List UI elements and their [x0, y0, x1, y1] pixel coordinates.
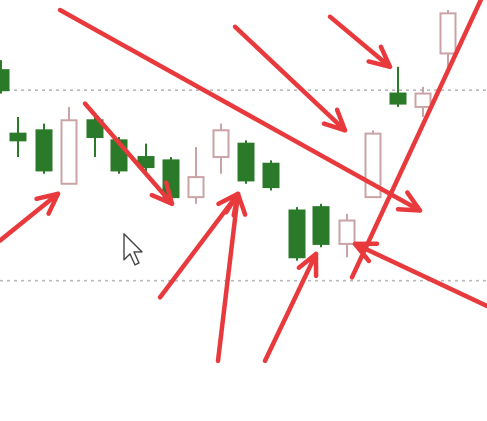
candle-body-0: [0, 69, 10, 92]
candle-1: [9, 116, 27, 158]
annotation-arrow-3: [215, 191, 248, 364]
annotation-arrow-7: [327, 14, 393, 70]
candle-9: [212, 123, 230, 174]
annotation-arrow-0: [0, 191, 61, 243]
candle-body-16: [389, 92, 407, 105]
candle-13: [312, 203, 330, 248]
candle-18: [439, 10, 457, 74]
arrow-shaft-1: [82, 101, 175, 207]
candle-body-12: [288, 209, 306, 259]
arrow-head-0: [34, 191, 61, 216]
arrow-head-4: [296, 251, 319, 279]
arrow-shaft-8: [352, 241, 487, 309]
annotation-arrow-1: [82, 101, 175, 207]
arrow-shaft-3: [215, 191, 241, 364]
candle-body-8: [187, 176, 205, 199]
arrow-shaft-5: [232, 24, 348, 133]
candle-12: [288, 207, 306, 261]
candle-body-14: [338, 219, 356, 245]
annotation-line-9: [349, 0, 484, 280]
candle-16: [389, 66, 407, 107]
candle-10: [237, 140, 255, 184]
candle-4: [86, 113, 104, 158]
candle-body-4: [86, 119, 104, 138]
candle-body-11: [262, 162, 280, 189]
candle-17: [414, 86, 432, 117]
candle-0: [0, 60, 10, 94]
candle-body-13: [312, 206, 330, 245]
candle-body-17: [414, 92, 432, 108]
arrow-shaft-7: [327, 14, 393, 70]
arrow-head-1: [149, 180, 175, 207]
annotation-arrow-4: [262, 251, 319, 364]
candle-body-3: [60, 119, 78, 185]
candle-2: [35, 123, 53, 174]
candle-3: [60, 106, 78, 185]
candle-body-1: [9, 132, 27, 142]
mouse-cursor: [123, 233, 143, 266]
candle-8: [187, 147, 205, 204]
annotation-arrow-5: [232, 24, 348, 133]
arrow-head-3: [223, 191, 248, 217]
annotation-arrow-6: [57, 7, 423, 213]
annotation-arrows: [0, 0, 487, 364]
candle-body-18: [439, 12, 457, 55]
arrow-cursor-icon: [123, 233, 143, 266]
arrow-shaft-6: [57, 7, 423, 213]
arrow-shaft-0: [0, 191, 61, 243]
arrow-shaft-4: [262, 251, 319, 364]
arrow-head-7: [366, 44, 393, 70]
candle-body-2: [35, 129, 53, 172]
candle-14: [338, 213, 356, 258]
candle-body-10: [237, 142, 255, 182]
arrow-head-6: [395, 190, 423, 213]
arrow-shaft-9: [349, 0, 484, 280]
candle-body-9: [212, 129, 230, 159]
candle-11: [262, 160, 280, 191]
arrow-head-5: [321, 107, 348, 133]
